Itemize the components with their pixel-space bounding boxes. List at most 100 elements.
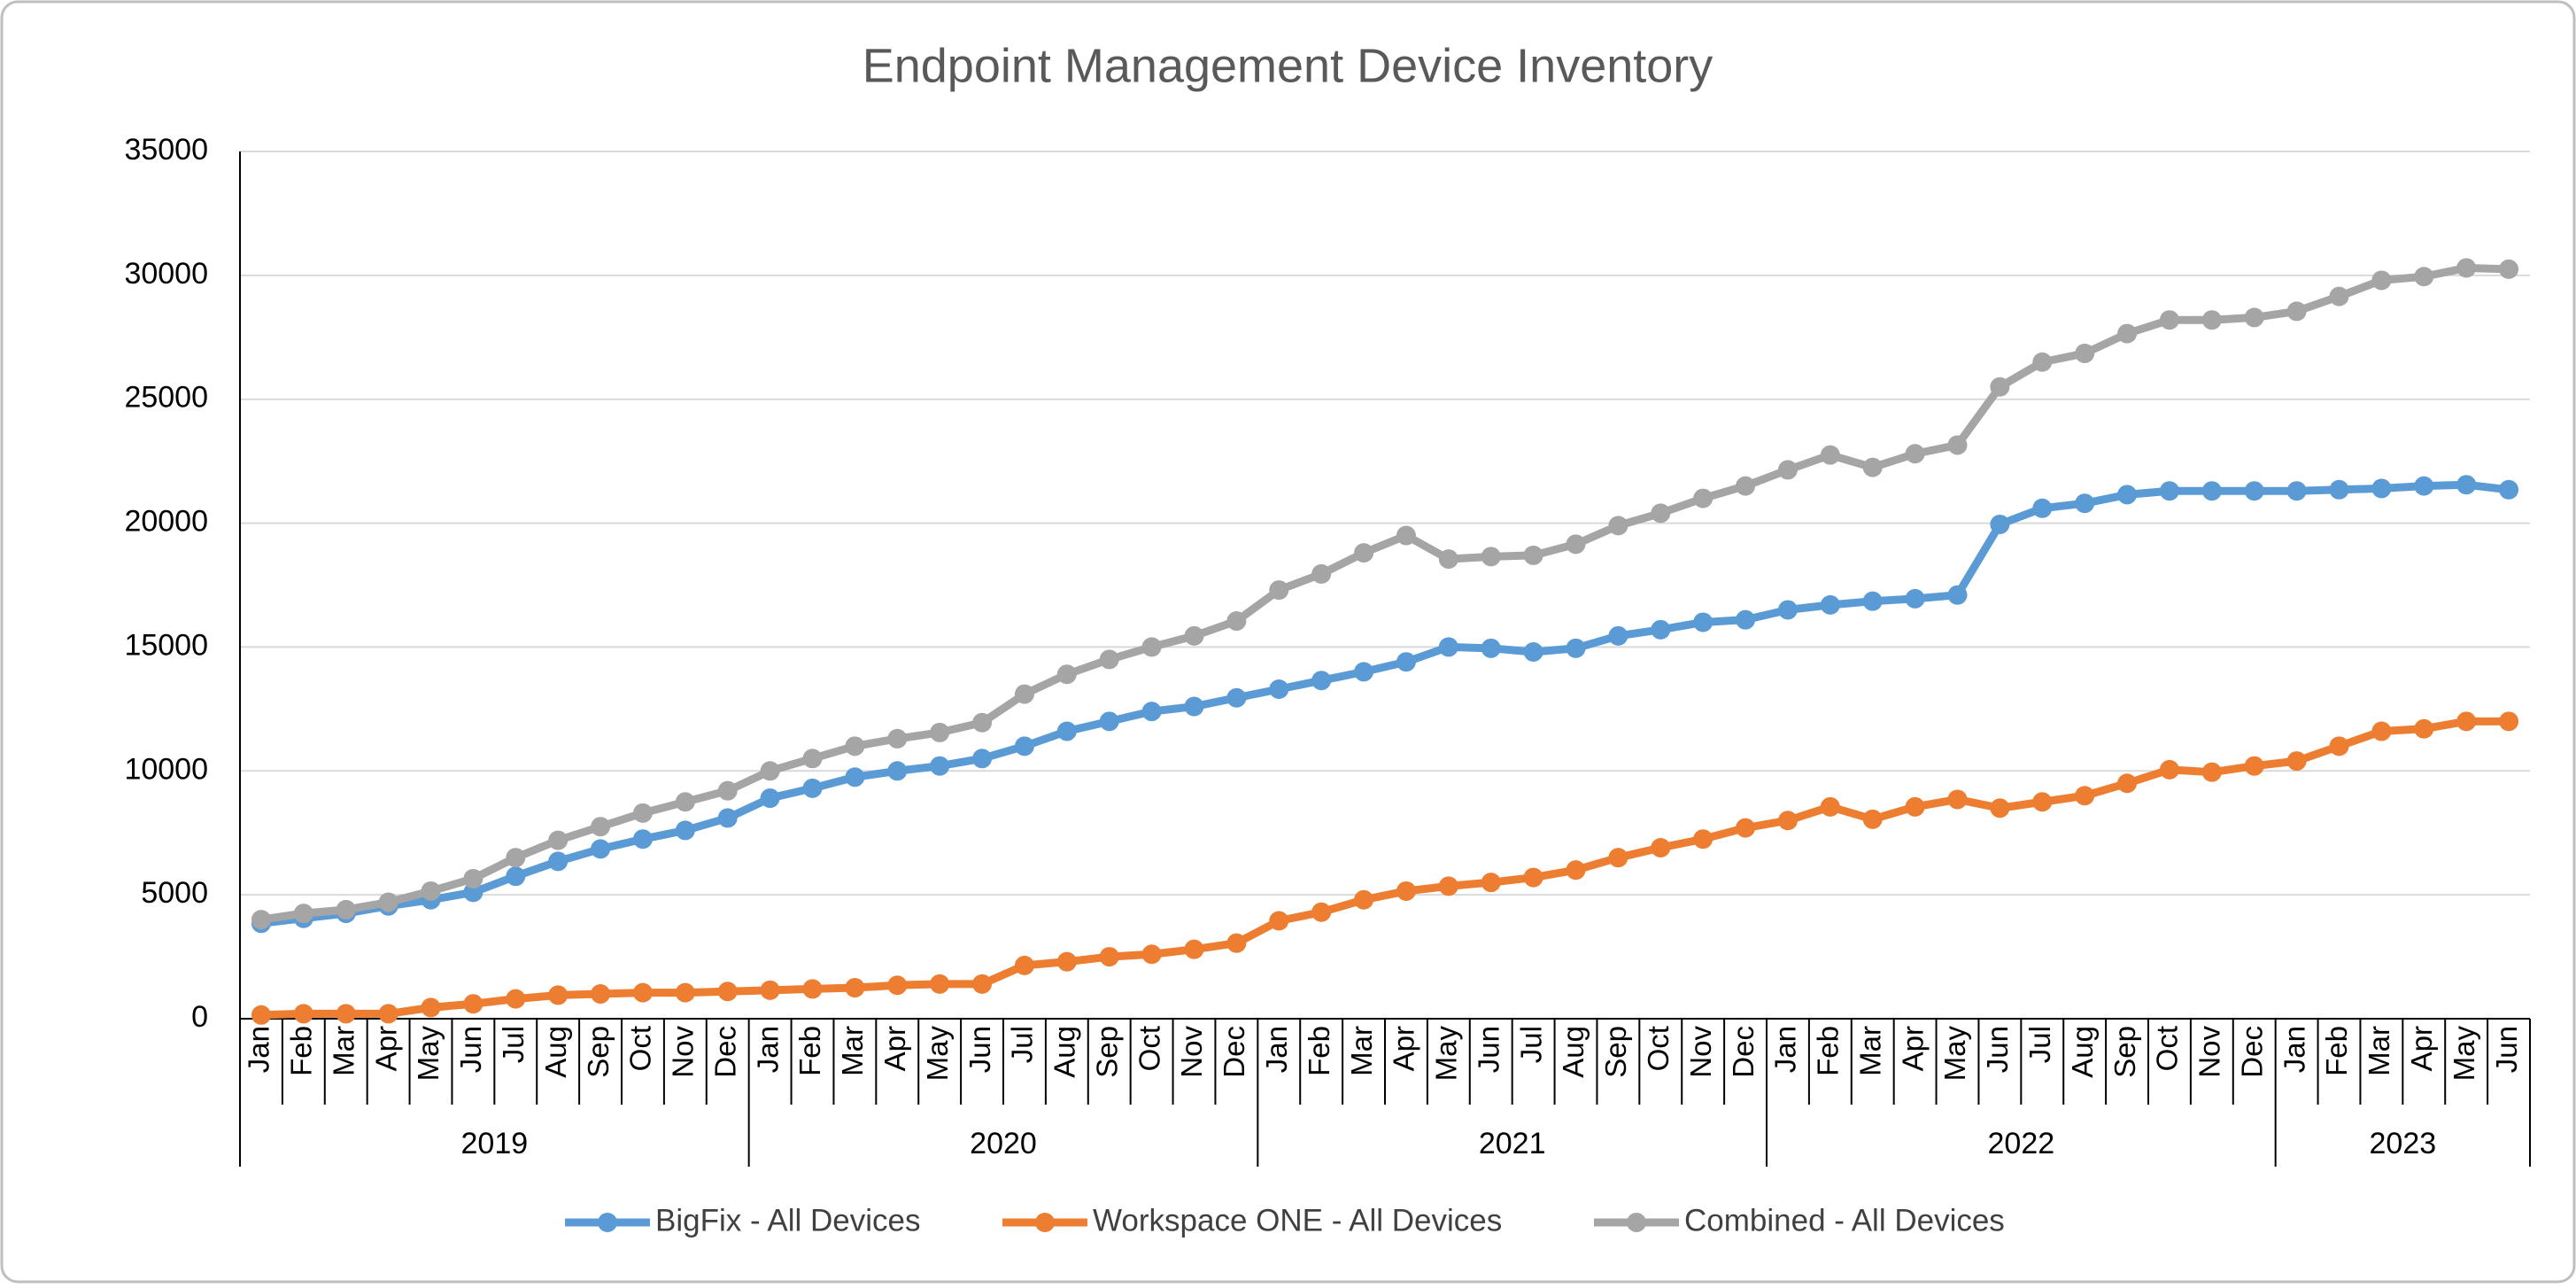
data-point (1990, 514, 2010, 534)
legend-marker (1627, 1213, 1646, 1232)
y-tick-label: 35000 (124, 133, 208, 167)
data-point (1947, 435, 1968, 455)
x-tick-label: Jun (2490, 1026, 2523, 1073)
data-point (1354, 889, 1374, 910)
data-point (2286, 481, 2307, 501)
y-tick-label: 10000 (124, 752, 208, 786)
chart-title: Endpoint Management Device Inventory (863, 39, 1713, 92)
data-point (506, 866, 526, 887)
data-point (887, 975, 908, 996)
x-tick-label: Aug (1557, 1026, 1590, 1078)
x-tick-label: Aug (1048, 1026, 1081, 1078)
x-tick-label: May (2448, 1026, 2480, 1082)
data-point (675, 982, 695, 1003)
data-point (1523, 867, 1543, 888)
data-point (1736, 818, 1756, 838)
data-point (2371, 270, 2392, 291)
data-point (463, 994, 483, 1014)
y-tick-label: 25000 (124, 381, 208, 415)
data-point (421, 997, 441, 1018)
x-tick-label: Sep (1090, 1026, 1123, 1078)
x-tick-label: Apr (1388, 1026, 1420, 1071)
data-point (1438, 637, 1458, 657)
x-tick-label: May (921, 1026, 954, 1082)
data-point (2244, 481, 2264, 501)
data-point (2456, 711, 2477, 732)
x-tick-label: Dec (1727, 1026, 1760, 1078)
data-point (2032, 352, 2053, 372)
data-point (251, 910, 271, 930)
data-point (1226, 687, 1247, 708)
data-point (463, 868, 483, 888)
data-point (845, 736, 865, 757)
data-point (2201, 762, 2222, 782)
data-point (2244, 756, 2264, 776)
data-point (378, 1004, 398, 1024)
data-point (2329, 479, 2349, 500)
x-tick-label: Apr (369, 1026, 402, 1071)
data-point (1396, 525, 1416, 546)
x-tick-label: Jun (963, 1026, 996, 1073)
y-tick-label: 20000 (124, 505, 208, 539)
data-point (1311, 671, 1332, 691)
data-point (1269, 679, 1289, 699)
data-point (1820, 796, 1840, 817)
data-point (1608, 516, 1628, 536)
data-point (802, 979, 823, 999)
data-point (2286, 751, 2307, 772)
x-tick-label: Oct (2151, 1026, 2184, 1071)
data-point (548, 985, 569, 1005)
data-point (1820, 594, 1840, 615)
data-point (2159, 481, 2179, 501)
x-tick-label: Jul (1514, 1026, 1547, 1063)
data-point (1014, 684, 1034, 704)
x-tick-label: Feb (285, 1026, 318, 1076)
data-point (2032, 498, 2053, 518)
data-point (506, 989, 526, 1009)
data-point (1693, 612, 1713, 632)
data-point (1354, 543, 1374, 563)
data-point (506, 848, 526, 868)
data-point (1820, 445, 1840, 465)
data-point (2499, 711, 2519, 732)
data-point (1099, 649, 1119, 670)
data-point (2456, 258, 2477, 278)
x-tick-label: Oct (624, 1026, 657, 1071)
x-tick-label: Jul (497, 1026, 530, 1063)
x-tick-label: May (1938, 1026, 1971, 1082)
x-tick-label: Apr (878, 1026, 911, 1071)
data-point (1141, 944, 1162, 965)
data-point (1651, 837, 1671, 857)
data-point (2117, 485, 2138, 505)
data-point (1056, 664, 1077, 685)
year-label: 2020 (970, 1127, 1037, 1160)
data-point (1311, 902, 1332, 922)
data-point (1099, 711, 1119, 732)
data-point (251, 1005, 271, 1025)
data-point (378, 892, 398, 912)
data-point (1947, 789, 1968, 810)
data-point (2032, 792, 2053, 812)
data-point (1056, 721, 1077, 741)
x-tick-label: Jan (1260, 1026, 1293, 1073)
x-tick-label: Jun (1472, 1026, 1505, 1073)
data-point (1862, 809, 1883, 829)
x-tick-label: Mar (836, 1026, 869, 1076)
data-point (1396, 652, 1416, 672)
data-point (1396, 881, 1416, 901)
x-tick-label: Nov (1684, 1026, 1717, 1078)
x-tick-label: Feb (1303, 1026, 1335, 1076)
data-point (1736, 609, 1756, 630)
x-tick-label: Dec (2235, 1026, 2268, 1078)
data-point (1141, 702, 1162, 722)
data-point (972, 974, 993, 994)
data-point (2244, 307, 2264, 328)
data-point (1481, 638, 1501, 658)
data-point (1481, 873, 1501, 893)
x-tick-label: Jun (454, 1026, 487, 1073)
x-tick-label: Dec (1218, 1026, 1250, 1078)
year-label: 2022 (1988, 1127, 2055, 1160)
x-tick-label: Apr (1896, 1026, 1929, 1071)
data-point (1566, 860, 1586, 881)
